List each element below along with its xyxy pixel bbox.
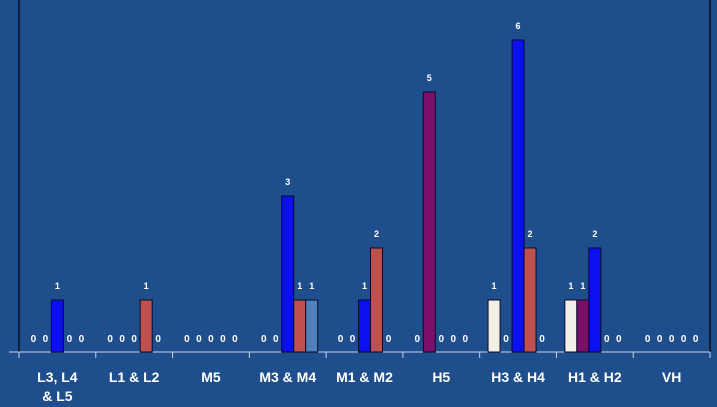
bar	[523, 247, 537, 353]
bar	[588, 247, 602, 353]
data-label: 0	[196, 334, 202, 345]
category-label: H1 & H2	[568, 369, 622, 385]
data-label: 0	[208, 334, 214, 345]
data-label: 1	[309, 281, 314, 291]
data-label: 0	[261, 334, 267, 345]
data-label: 0	[503, 334, 509, 345]
category-label: H5	[432, 369, 450, 385]
bar	[50, 299, 64, 353]
bar	[305, 299, 319, 353]
data-label: 6	[516, 21, 521, 31]
data-label: 0	[31, 334, 37, 345]
category-label: M5	[201, 369, 221, 385]
bar	[422, 91, 436, 353]
bar	[370, 247, 383, 353]
data-label: 0	[450, 334, 456, 345]
data-label: 5	[427, 73, 432, 83]
data-label: 0	[273, 334, 279, 345]
data-label: 0	[67, 334, 73, 345]
data-label: 1	[362, 281, 367, 291]
data-label: 0	[131, 334, 137, 345]
bar	[139, 299, 153, 353]
data-label: 1	[492, 281, 497, 291]
data-label: 0	[232, 334, 238, 345]
data-label: 1	[568, 281, 573, 291]
bar	[281, 195, 295, 353]
category-label: L3, L4 & L5	[37, 369, 78, 404]
data-label: 0	[539, 334, 545, 345]
data-label: 1	[144, 281, 149, 291]
category-label: VH	[662, 369, 681, 385]
data-label: 0	[693, 334, 699, 345]
data-label: 1	[297, 281, 302, 291]
data-label: 0	[79, 334, 85, 345]
bar	[576, 299, 590, 353]
bar	[293, 299, 307, 353]
data-label: 0	[645, 334, 651, 345]
bar	[487, 299, 501, 353]
data-label: 0	[107, 334, 113, 345]
bar	[564, 299, 578, 353]
data-label: 0	[119, 334, 125, 345]
category-label: M1 & M2	[336, 369, 393, 385]
data-label: 0	[462, 334, 468, 345]
data-label: 0	[657, 334, 663, 345]
data-label: 0	[386, 334, 392, 345]
data-label: 0	[43, 334, 49, 345]
data-label: 0	[604, 334, 610, 345]
data-label: 0	[438, 334, 444, 345]
data-label: 0	[681, 334, 687, 345]
category-label: H3 & H4	[491, 369, 545, 385]
data-label: 3	[285, 177, 290, 187]
data-label: 0	[338, 334, 344, 345]
bar	[511, 39, 525, 353]
bar	[358, 299, 371, 353]
data-label: 0	[184, 334, 190, 345]
data-label: 2	[374, 229, 379, 239]
category-label: M3 & M4	[259, 369, 316, 385]
data-label: 1	[580, 281, 585, 291]
data-label: 0	[616, 334, 622, 345]
data-label: 0	[155, 334, 161, 345]
data-label: 1	[55, 281, 60, 291]
category-label: L1 & L2	[109, 369, 160, 385]
data-label: 0	[414, 334, 420, 345]
data-label: 0	[669, 334, 675, 345]
data-label: 2	[528, 229, 533, 239]
data-label: 0	[350, 334, 356, 345]
data-label: 0	[220, 334, 226, 345]
data-label: 2	[592, 229, 597, 239]
